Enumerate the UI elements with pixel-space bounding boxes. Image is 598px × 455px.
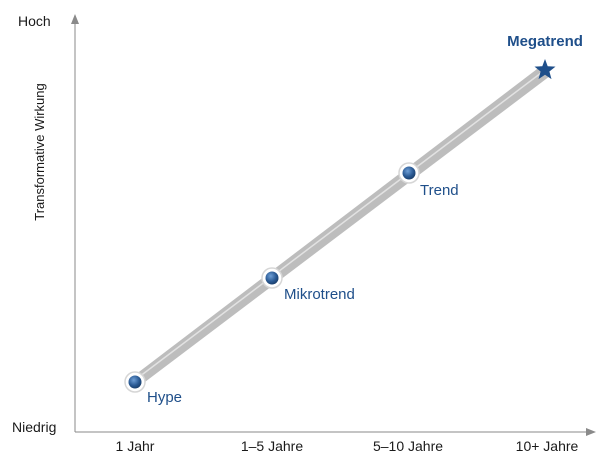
y-axis-top-label: Hoch [18,13,51,29]
star-icon [534,59,556,80]
stage-trend: Trend [398,162,459,199]
growth-path [131,66,550,388]
axes [71,14,596,436]
x-tick-label: 5–10 Jahre [373,438,443,454]
y-axis-arrow-icon [71,14,79,24]
x-tick-label: 1 Jahr [116,438,155,454]
circle-marker-icon-core [402,166,416,180]
x-tick-label: 10+ Jahre [516,438,579,454]
y-axis-title: Transformative Wirkung [32,83,47,221]
stage-megatrend: Megatrend [507,33,583,80]
stage-mikrotrend: Mikrotrend [261,267,355,303]
x-axis-arrow-icon [586,428,596,436]
stage-label-mikrotrend: Mikrotrend [284,286,355,303]
x-tick-label: 1–5 Jahre [241,438,303,454]
stage-label-hype: Hype [147,389,182,406]
stage-label-megatrend: Megatrend [507,33,583,50]
y-axis-bottom-label: Niedrig [12,419,56,435]
x-axis-ticks: 1 Jahr 1–5 Jahre 5–10 Jahre 10+ Jahre [116,438,579,454]
circle-marker-icon-core [265,271,279,285]
stage-label-trend: Trend [420,182,459,199]
growth-band-highlight [134,69,546,381]
growth-band [131,66,550,388]
circle-marker-icon-core [128,375,142,389]
stage-hype: Hype [124,371,182,406]
